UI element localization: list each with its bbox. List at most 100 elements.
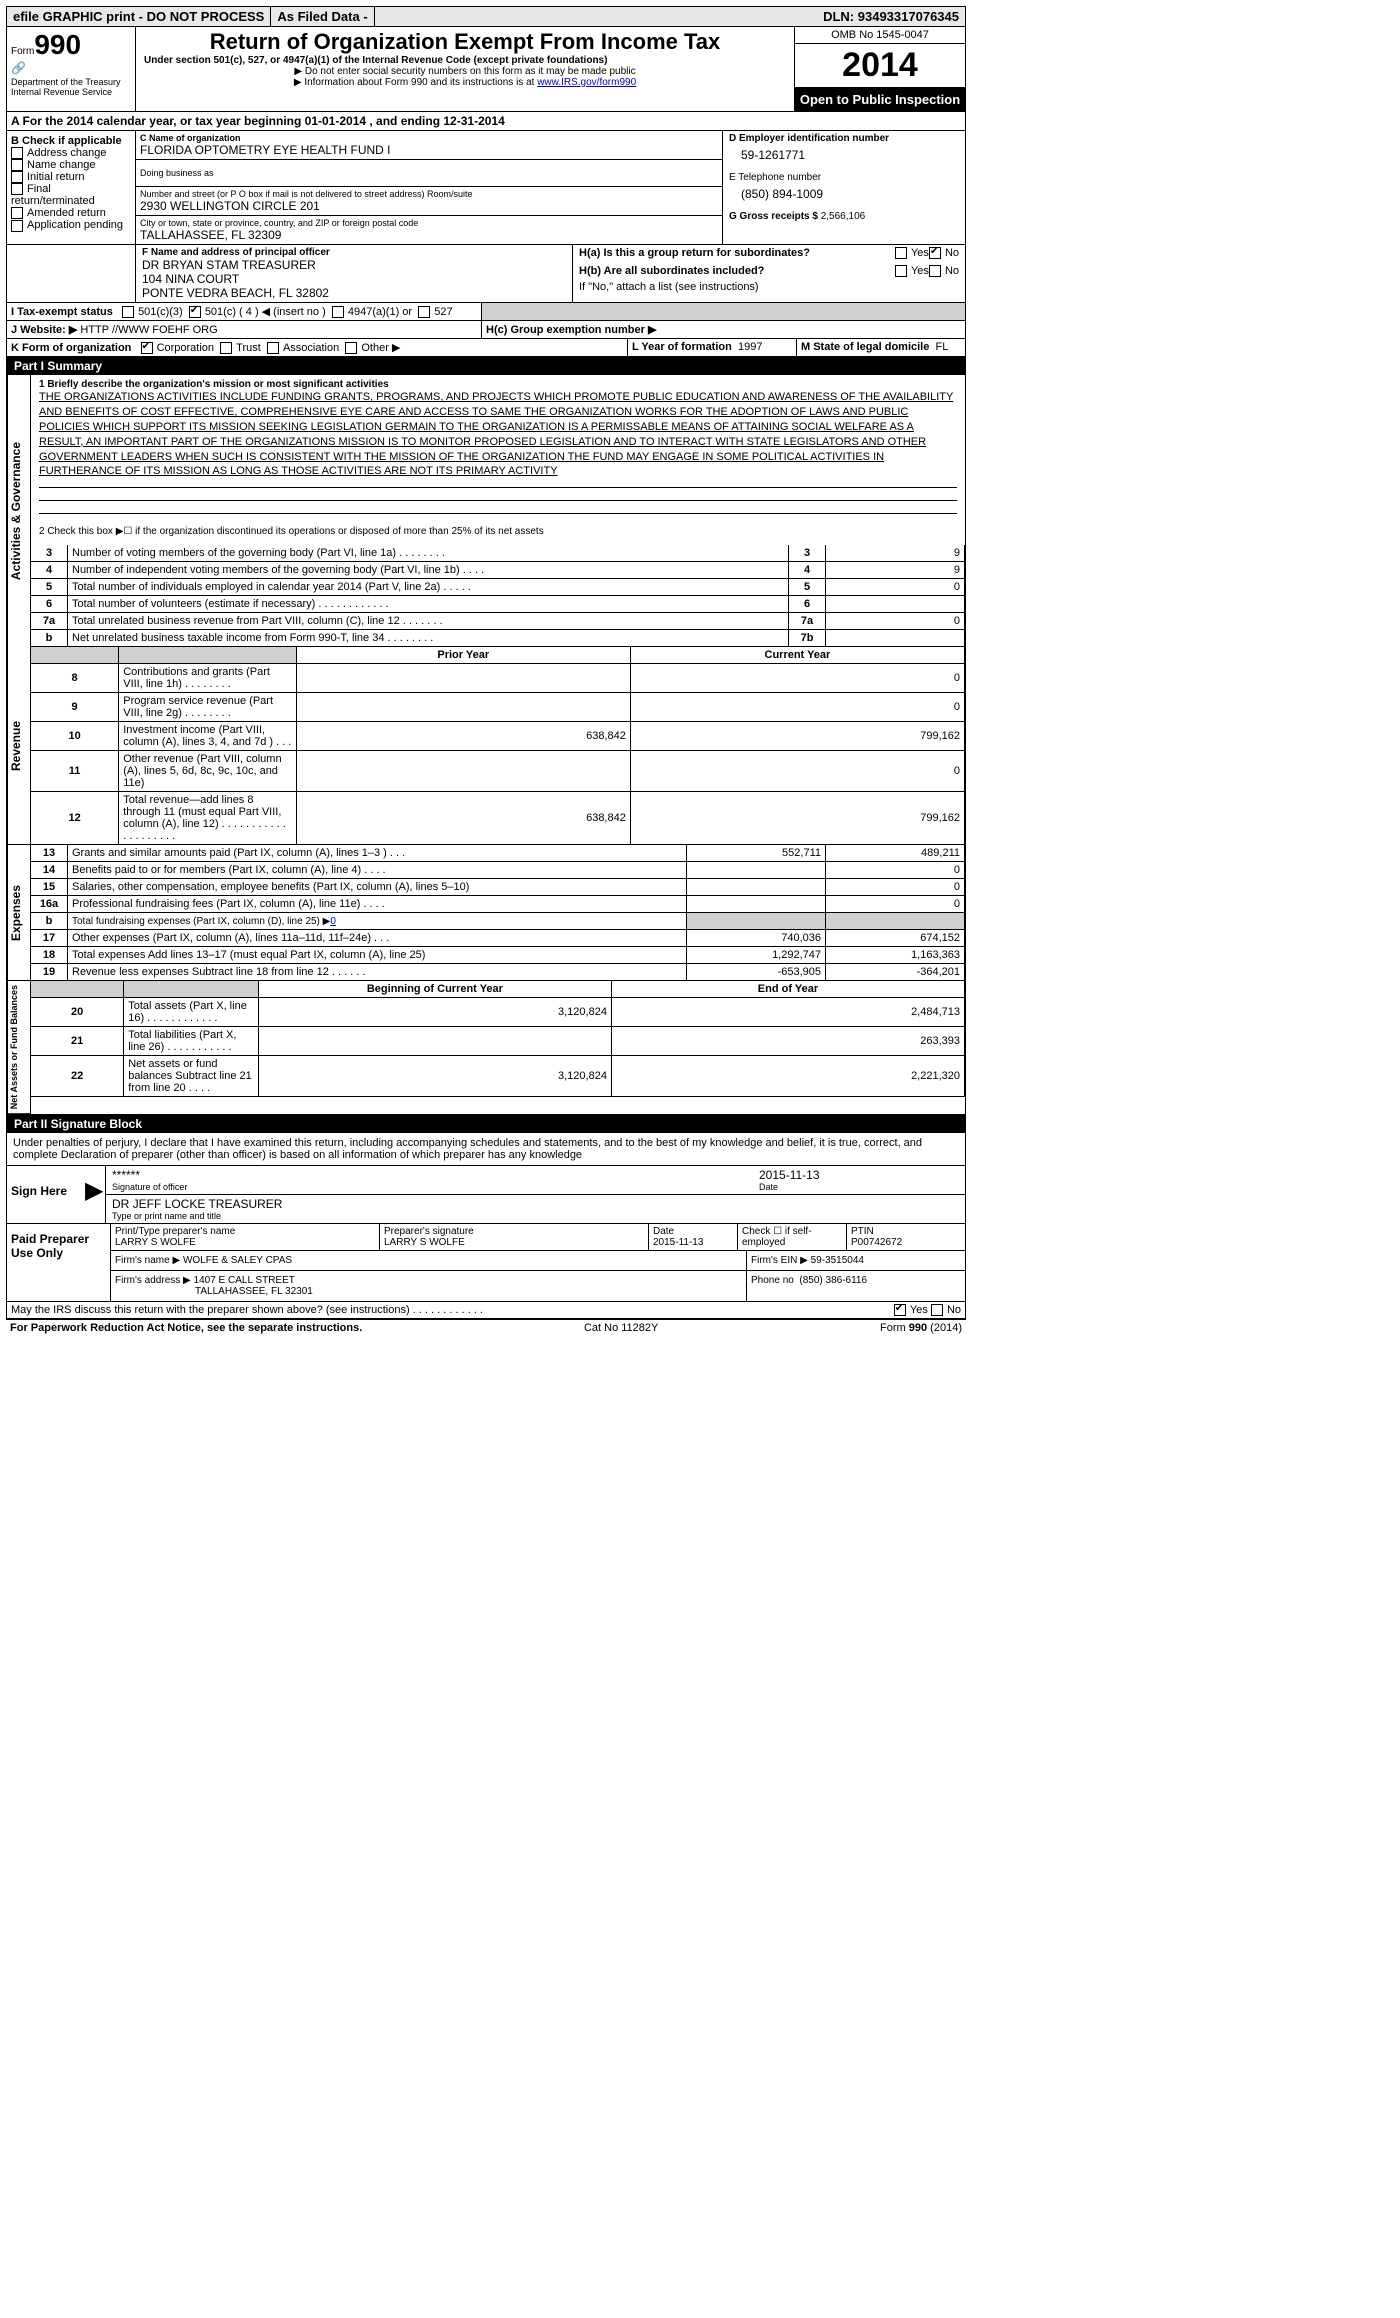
name-change-label: Name change <box>27 159 96 171</box>
ha-no-check[interactable] <box>929 247 941 259</box>
check-initial-return[interactable] <box>11 171 23 183</box>
i-4947-check[interactable] <box>332 306 344 318</box>
check-application-pending[interactable] <box>11 220 23 232</box>
firm-name-label: Firm's name ▶ <box>115 1255 180 1266</box>
note-ssn: ▶ Do not enter social security numbers o… <box>144 66 786 77</box>
table-row: 15Salaries, other compensation, employee… <box>31 879 965 896</box>
cat-no: Cat No 11282Y <box>584 1322 658 1334</box>
j-label: J Website: ▶ <box>11 324 77 336</box>
identity-block: B Check if applicable Address change Nam… <box>6 131 966 245</box>
i-527: 527 <box>434 306 452 318</box>
addr-change-label: Address change <box>27 147 107 159</box>
hc-label: H(c) Group exemption number ▶ <box>486 324 656 336</box>
line2: 2 Check this box ▶☐ if the organization … <box>31 518 965 545</box>
i-4947: 4947(a)(1) or <box>348 306 412 318</box>
i-501c: 501(c) ( 4 ) ◀ (insert no ) <box>205 306 326 318</box>
expense-table: 13Grants and similar amounts paid (Part … <box>31 845 965 981</box>
discuss-yes: Yes <box>910 1304 928 1316</box>
i-501c-check[interactable] <box>189 306 201 318</box>
table-row: 19Revenue less expenses Subtract line 18… <box>31 964 965 981</box>
phone: (850) 894-1009 <box>729 183 959 211</box>
table-row: 5Total number of individuals employed in… <box>31 579 965 596</box>
col-boy: Beginning of Current Year <box>258 981 611 998</box>
discuss-yes-check[interactable] <box>894 1304 906 1316</box>
city-label: City or town, state or province, country… <box>140 218 718 228</box>
table-row: 11Other revenue (Part VIII, column (A), … <box>31 751 965 792</box>
governance-table: 3Number of voting members of the governi… <box>31 545 965 647</box>
table-row: 3Number of voting members of the governi… <box>31 545 965 562</box>
addr-label: Number and street (or P O box if mail is… <box>140 189 718 199</box>
table-row: 13Grants and similar amounts paid (Part … <box>31 845 965 862</box>
table-row: 6Total number of volunteers (estimate if… <box>31 596 965 613</box>
officer-group-block: F Name and address of principal officer … <box>6 245 966 303</box>
table-row: 21Total liabilities (Part X, line 26) . … <box>31 1027 965 1056</box>
note-instructions: ▶ Information about Form 990 and its ins… <box>144 77 786 88</box>
asfiled-label: As Filed Data - <box>271 7 374 26</box>
firm-phone-label: Phone no <box>751 1275 794 1286</box>
firm-ein: 59-3515044 <box>811 1255 864 1266</box>
dln-label: DLN: <box>823 9 854 24</box>
signature-date: 2015-11-13 <box>759 1168 959 1182</box>
vlabel-expenses: Expenses <box>7 845 31 981</box>
table-row: 9Program service revenue (Part VIII, lin… <box>31 693 965 722</box>
website: HTTP //WWW FOEHF ORG <box>80 324 217 336</box>
vlabel-revenue: Revenue <box>7 647 31 845</box>
dba-label: Doing business as <box>140 168 718 178</box>
sign-arrow-icon: ▶ <box>85 1166 106 1223</box>
i-501c3-check[interactable] <box>122 306 134 318</box>
prep-name: LARRY S WOLFE <box>115 1237 375 1248</box>
part1-title: Part I Summary <box>6 357 966 375</box>
irs-link[interactable]: www.IRS.gov/form990 <box>537 77 636 88</box>
officer-print-name: DR JEFF LOCKE TREASURER <box>112 1197 959 1211</box>
check-final-return[interactable] <box>11 183 23 195</box>
k-corp-check[interactable] <box>141 342 153 354</box>
k-assoc-check[interactable] <box>267 342 279 354</box>
table-row: 10Investment income (Part VIII, column (… <box>31 722 965 751</box>
ha-yes-check[interactable] <box>895 247 907 259</box>
k-other-check[interactable] <box>345 342 357 354</box>
part2-title: Part II Signature Block <box>6 1115 966 1133</box>
hb-yes-check[interactable] <box>895 265 907 277</box>
prep-name-label: Print/Type preparer's name <box>115 1226 375 1237</box>
ha-yes: Yes <box>911 247 929 259</box>
k-assoc: Association <box>283 342 339 354</box>
omb-number: OMB No 1545-0047 <box>795 27 965 44</box>
phone-label: E Telephone number <box>729 172 959 183</box>
net-assets-table: Beginning of Current YearEnd of Year 20T… <box>31 981 965 1097</box>
table-row: 20Total assets (Part X, line 16) . . . .… <box>31 998 965 1027</box>
officer-print-label: Type or print name and title <box>112 1211 959 1221</box>
final-return-label: Final return/terminated <box>11 183 95 207</box>
pra-notice: For Paperwork Reduction Act Notice, see … <box>10 1322 362 1334</box>
discuss-no: No <box>947 1304 961 1316</box>
open-to-public: Open to Public Inspection <box>795 88 965 111</box>
vlabel-net: Net Assets or Fund Balances <box>7 981 31 1114</box>
dln-value: 93493317076345 <box>858 9 959 24</box>
ein-label: D Employer identification number <box>729 133 959 144</box>
check-name-change[interactable] <box>11 159 23 171</box>
initial-return-label: Initial return <box>27 171 84 183</box>
ha-no: No <box>945 247 959 259</box>
c-name-label: C Name of organization <box>140 133 718 143</box>
vlabel-governance: Activities & Governance <box>7 375 31 647</box>
hb-no-check[interactable] <box>929 265 941 277</box>
check-amended-return[interactable] <box>11 207 23 219</box>
l-label: L Year of formation <box>632 341 732 353</box>
prep-sig-label: Preparer's signature <box>384 1226 644 1237</box>
k-trust: Trust <box>236 342 261 354</box>
table-row: 17Other expenses (Part IX, column (A), l… <box>31 930 965 947</box>
table-row: 12Total revenue—add lines 8 through 11 (… <box>31 792 965 845</box>
date-label: Date <box>759 1182 959 1192</box>
tax-year: 2014 <box>795 44 965 88</box>
mission-text: THE ORGANIZATIONS ACTIVITIES INCLUDE FUN… <box>39 390 957 479</box>
table-row: 14Benefits paid to or for members (Part … <box>31 862 965 879</box>
year-footer: 2014 <box>934 1322 958 1334</box>
check-address-change[interactable] <box>11 147 23 159</box>
dept-line2: Internal Revenue Service <box>11 87 131 97</box>
i-527-check[interactable] <box>418 306 430 318</box>
form-footer: Form 990 (2014) <box>880 1322 962 1334</box>
gross-receipts: 2,566,106 <box>821 211 866 222</box>
k-trust-check[interactable] <box>220 342 232 354</box>
discuss-no-check[interactable] <box>931 1304 943 1316</box>
form-title: Return of Organization Exempt From Incom… <box>144 29 786 55</box>
city: TALLAHASSEE, FL 32309 <box>140 228 718 242</box>
